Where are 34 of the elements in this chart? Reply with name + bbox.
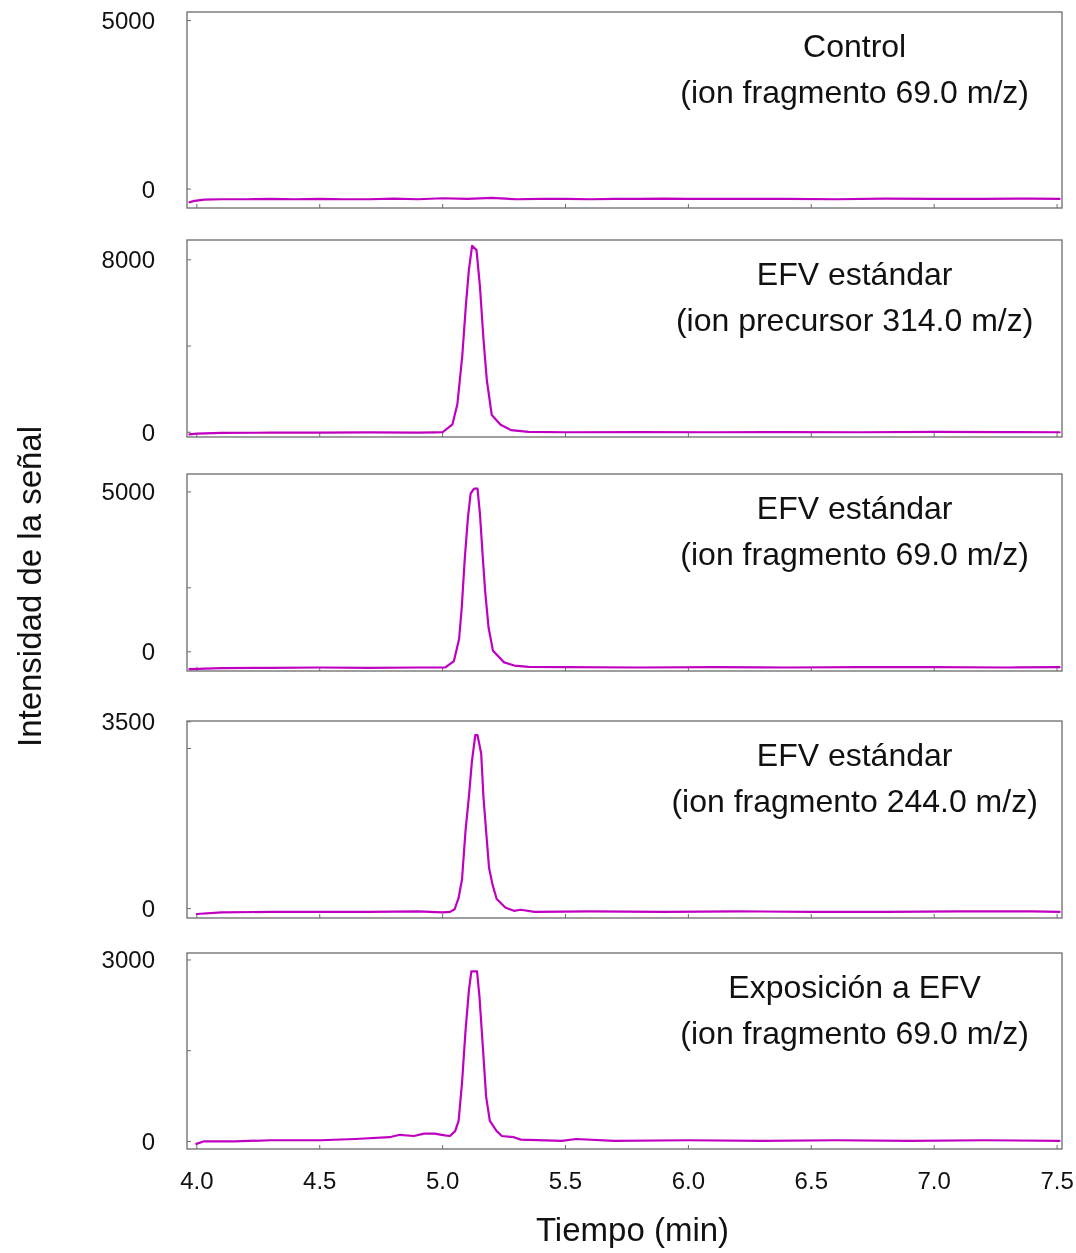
text: (ion fragmento 69.0 m/z) [680,1015,1029,1051]
line-series [188,244,1061,436]
y-tick-label: 3500 [101,708,155,736]
line-series [195,734,1061,916]
y-tick-label: 0 [141,175,155,203]
y-axis-title: Intensidad de la señal [11,425,48,748]
y-tick-label: 0 [141,1127,155,1155]
text: EFV estándar [756,490,953,526]
y-tick-label: 0 [141,418,155,446]
x-tick-label: 4.0 [180,1167,214,1194]
text: EFV estándar [756,256,953,292]
text: EFV estándar [756,737,953,773]
line-series [195,970,1061,1145]
x-tick-label: 4.5 [303,1167,337,1194]
y-tick-label: 5000 [101,7,155,35]
y-tick-label: 5000 [101,478,155,506]
x-tick-label: 7.0 [917,1167,951,1194]
x-tick-label: 5.5 [548,1167,583,1194]
x-tick-label: 7.5 [1040,1167,1074,1194]
text: Control [803,28,907,64]
text: (ion fragmento 69.0 m/z) [680,536,1029,572]
x-tick-label: 5.0 [425,1167,460,1194]
text: Exposición a EFV [728,969,982,1005]
text: (ion fragmento 69.0 m/z) [680,74,1029,110]
x-tick-label: 6.5 [794,1167,828,1194]
text: (ion precursor 314.0 m/z) [675,302,1034,338]
y-tick-label: 8000 [101,246,155,274]
x-tick-label: 6.0 [671,1167,706,1194]
text: (ion fragmento 244.0 m/z) [671,783,1038,819]
line-series [188,487,1061,671]
y-tick-label: 3000 [101,946,155,974]
y-tick-label: 0 [141,895,155,923]
x-axis-title: Tiempo (min) [535,1211,730,1248]
y-tick-label: 0 [141,638,155,666]
